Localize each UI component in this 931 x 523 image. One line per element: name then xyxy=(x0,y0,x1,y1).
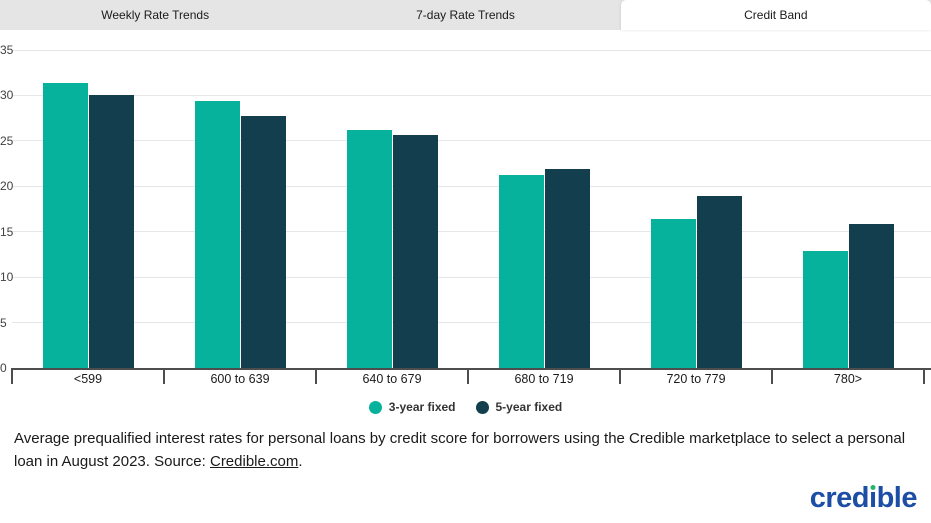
bar-5-year-fixed-780- xyxy=(848,223,894,368)
x-axis-label--599: <599 xyxy=(73,372,103,386)
caption-text: Average prequalified interest rates for … xyxy=(14,430,906,470)
x-axis-tick-2 xyxy=(315,368,317,384)
logo-text-prefix: cred xyxy=(809,482,870,514)
x-axis-label-720-to-779: 720 to 779 xyxy=(666,372,726,386)
tab-7-day-rate-trends[interactable]: 7-day Rate Trends xyxy=(416,8,515,22)
x-axis-tick-4 xyxy=(619,368,621,384)
bar-group-680-to-719 xyxy=(468,50,620,368)
y-axis-label-35: 35 xyxy=(0,43,14,57)
x-axis-line xyxy=(12,368,931,370)
bar-group-640-to-679 xyxy=(316,50,468,368)
chart-tab-bar: Weekly Rate Trends 7-day Rate Trends Credi… xyxy=(0,0,931,30)
bar-5-year-fixed-640-to-679 xyxy=(392,135,438,368)
bar-5-year-fixed-720-to-779 xyxy=(696,196,742,368)
legend-label: 3-year fixed xyxy=(388,400,456,414)
gridline-20 xyxy=(12,185,931,187)
x-axis-label-640-to-679: 640 to 679 xyxy=(362,372,422,386)
x-axis-label-680-to-719: 680 to 719 xyxy=(514,372,574,386)
y-axis-label-15: 15 xyxy=(0,224,14,239)
x-axis-tick-3 xyxy=(467,368,469,384)
credible-link[interactable]: Credible.com xyxy=(209,453,299,470)
bar-3-year-fixed-600-to-639 xyxy=(194,100,240,368)
bar-group-780- xyxy=(772,50,924,368)
y-axis-label-20: 20 xyxy=(0,179,14,194)
y-axis-label-5: 5 xyxy=(0,315,7,330)
x-axis-label-600-to-639: 600 to 639 xyxy=(210,372,270,386)
tab-credit-band[interactable]: Credit Band xyxy=(620,0,931,30)
bar-3-year-fixed-680-to-719 xyxy=(498,175,544,368)
bar-group--599 xyxy=(12,50,164,368)
chart-caption: Average prequalified interest rates for … xyxy=(14,427,919,473)
legend-label: 5-year fixed xyxy=(495,400,563,414)
caption-period: . xyxy=(298,453,303,470)
logo-letter-i: ı xyxy=(869,482,877,514)
tab-weekly-rate-trends[interactable]: Weekly Rate Trends xyxy=(101,8,210,22)
y-axis-label-0: 0 xyxy=(0,361,7,375)
legend-item-5-year-fixed[interactable]: 5-year fixed xyxy=(475,400,563,414)
bar-group-600-to-639 xyxy=(164,50,316,368)
logo-text-suffix: ble xyxy=(876,482,918,514)
gridline-15 xyxy=(12,231,931,233)
x-axis-tick-6 xyxy=(923,368,925,384)
bar-3-year-fixed-640-to-679 xyxy=(346,129,392,368)
bar-5-year-fixed-600-to-639 xyxy=(240,116,286,368)
bar-5-year-fixed--599 xyxy=(88,95,134,368)
legend-marker-icon xyxy=(475,400,489,414)
gridline-25 xyxy=(12,140,931,142)
gridline-10 xyxy=(12,276,931,278)
x-axis-label-780-: 780> xyxy=(833,372,863,386)
credible-logo: credı ble xyxy=(809,482,918,514)
logo-i-dot xyxy=(870,484,876,490)
bar-group-720-to-779 xyxy=(620,50,772,368)
x-axis-tick-0 xyxy=(11,368,13,384)
gridline-5 xyxy=(12,322,931,324)
legend-marker-icon xyxy=(368,400,382,414)
bar-3-year-fixed--599 xyxy=(42,82,88,368)
bar-5-year-fixed-680-to-719 xyxy=(544,169,590,368)
x-axis-tick-5 xyxy=(771,368,773,384)
chart-legend: 3-year fixed 5-year fixed xyxy=(0,398,931,416)
bar-3-year-fixed-780- xyxy=(802,250,848,368)
y-axis-label-30: 30 xyxy=(0,88,14,103)
gridline-35 xyxy=(12,49,931,51)
y-axis-label-25: 25 xyxy=(0,133,14,148)
y-axis-label-10: 10 xyxy=(0,270,14,285)
x-axis-tick-1 xyxy=(163,368,165,384)
bar-3-year-fixed-720-to-779 xyxy=(650,219,696,368)
legend-item-3-year-fixed[interactable]: 3-year fixed xyxy=(368,400,456,414)
gridline-30 xyxy=(12,94,931,96)
